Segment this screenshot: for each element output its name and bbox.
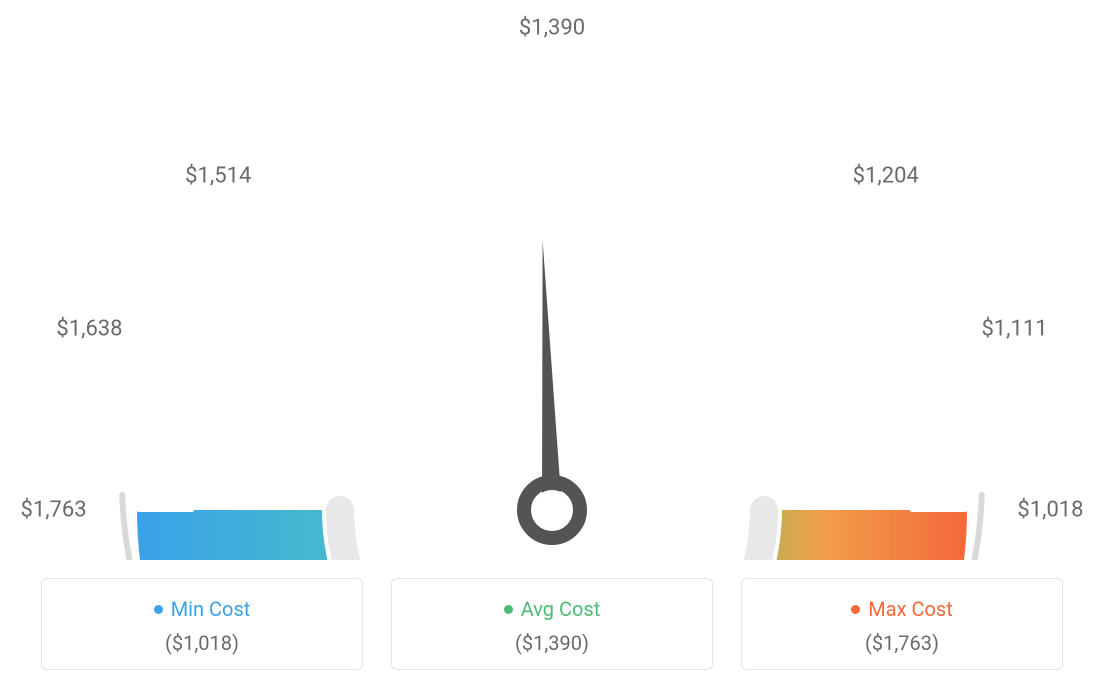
legend-title: Max Cost (868, 597, 953, 621)
gauge-svg (0, 0, 1104, 560)
gauge-tick-label: $1,763 (20, 498, 86, 523)
legend-title: Avg Cost (521, 597, 601, 621)
legend-value: ($1,763) (865, 631, 939, 655)
dot-icon (504, 605, 513, 614)
legend-title: Min Cost (171, 597, 251, 621)
chart-container: $1,018 $1,111 $1,204 $1,390 $1,514 $1,638 $1,7… (0, 0, 1104, 690)
gauge-tick-label: $1,638 (56, 317, 122, 342)
legend-card-min: Min Cost ($1,018) (41, 578, 363, 670)
gauge-tick-label: $1,018 (1017, 498, 1083, 523)
dot-icon (154, 605, 163, 614)
dot-icon (851, 605, 860, 614)
gauge-tick-label: $1,111 (981, 317, 1047, 342)
legend-row: Min Cost ($1,018) Avg Cost ($1,390) Max … (0, 578, 1104, 670)
gauge-tick-label: $1,514 (185, 164, 251, 189)
legend-title-row: Max Cost (851, 597, 953, 621)
legend-card-max: Max Cost ($1,763) (741, 578, 1063, 670)
gauge-chart: $1,018 $1,111 $1,204 $1,390 $1,514 $1,638 $1,7… (0, 0, 1104, 560)
legend-title-row: Min Cost (154, 597, 251, 621)
legend-card-avg: Avg Cost ($1,390) (391, 578, 713, 670)
legend-value: ($1,018) (165, 631, 239, 655)
gauge-tick-label: $1,204 (853, 164, 919, 189)
legend-title-row: Avg Cost (504, 597, 601, 621)
gauge-tick-label: $1,390 (519, 16, 585, 41)
legend-value: ($1,390) (515, 631, 589, 655)
